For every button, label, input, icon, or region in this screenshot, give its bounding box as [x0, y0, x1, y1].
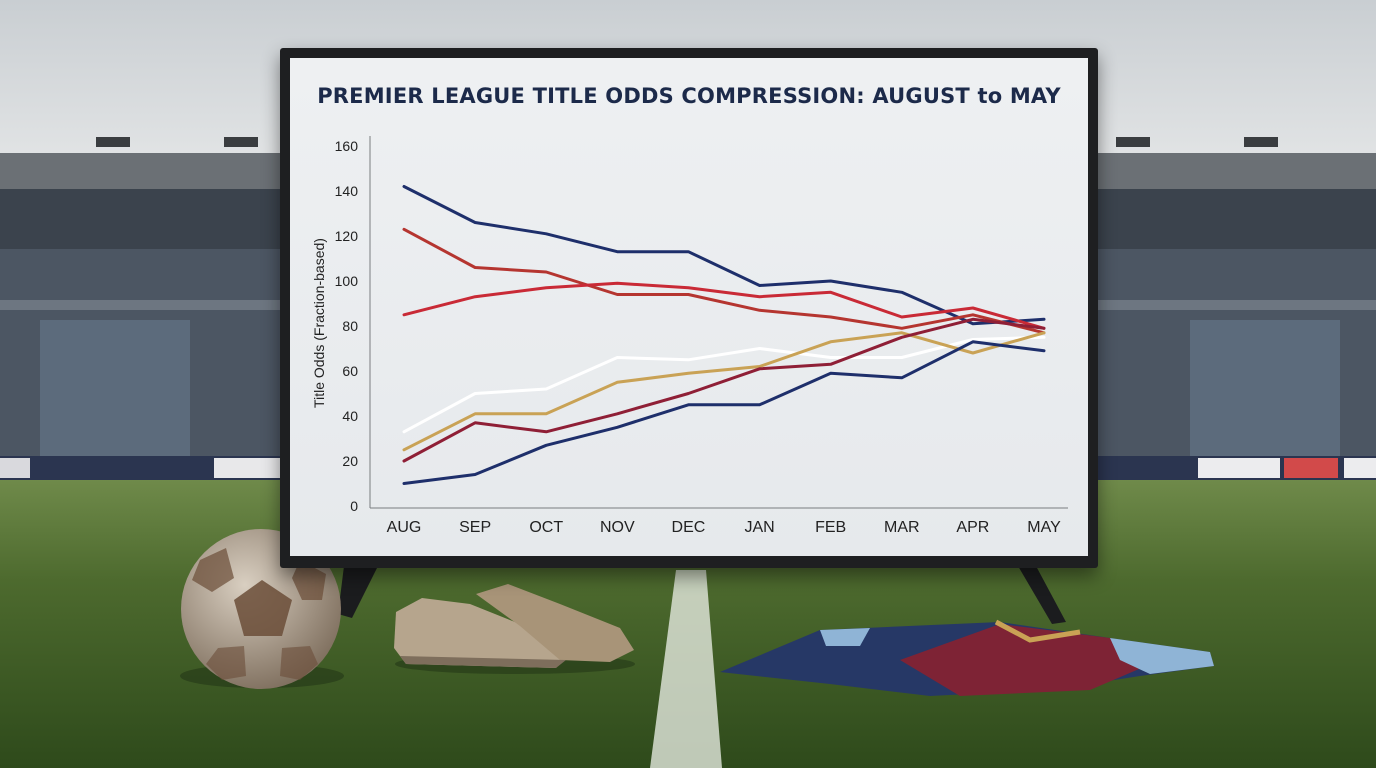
y-tick-label: 40	[342, 408, 358, 424]
x-tick-label: MAR	[884, 519, 920, 536]
series-line-2	[402, 227, 1046, 335]
football	[180, 529, 344, 689]
y-tick-label: 120	[335, 228, 359, 244]
series-line-7	[402, 340, 1046, 485]
chart-title: PREMIER LEAGUE TITLE ODDS COMPRESSION: A…	[317, 84, 1061, 108]
series-line-1	[402, 185, 1046, 326]
stand-roof-left	[0, 153, 290, 189]
stand-leg-left	[338, 566, 378, 618]
series-line-3	[402, 281, 1046, 330]
y-tick-label: 140	[335, 183, 359, 199]
football-jersey	[720, 619, 1214, 696]
x-tick-label: AUG	[387, 519, 422, 536]
pitch-center-line	[650, 570, 722, 768]
x-tick-label: JAN	[744, 519, 774, 536]
series-lines	[402, 185, 1046, 485]
y-tick-label: 20	[342, 453, 358, 469]
x-tick-label: OCT	[529, 519, 563, 536]
x-tick-label: MAY	[1027, 519, 1061, 536]
y-ticks: 0 20 40 60 80 100 120 140 160	[335, 138, 359, 514]
x-tick-label: APR	[956, 519, 989, 536]
x-tick-label: SEP	[459, 519, 491, 536]
x-ticks: AUG SEP OCT NOV DEC JAN FEB MAR APR MAY	[387, 519, 1061, 536]
x-tick-label: DEC	[672, 519, 706, 536]
football-boots	[394, 584, 635, 674]
stand-leg-right	[1018, 566, 1066, 624]
y-tick-label: 60	[342, 363, 358, 379]
y-tick-label: 100	[335, 273, 359, 289]
y-axis-label: Title Odds (Fraction-based)	[311, 238, 327, 408]
stand-roof-right	[1090, 153, 1376, 189]
y-tick-label: 80	[342, 318, 358, 334]
line-chart: Title Odds (Fraction-based) 0 20 40 60 80 100…	[311, 136, 1068, 536]
series-line-5	[402, 331, 1046, 452]
tv-screen-frame: PREMIER LEAGUE TITLE ODDS COMPRESSION: A…	[280, 48, 1098, 568]
series-line-6	[402, 317, 1046, 463]
y-tick-label: 0	[350, 498, 358, 514]
series-line-4	[402, 335, 1046, 434]
y-tick-label: 160	[335, 138, 359, 154]
x-tick-label: NOV	[600, 519, 635, 536]
chart-panel: PREMIER LEAGUE TITLE ODDS COMPRESSION: A…	[290, 58, 1088, 556]
x-tick-label: FEB	[815, 519, 846, 536]
